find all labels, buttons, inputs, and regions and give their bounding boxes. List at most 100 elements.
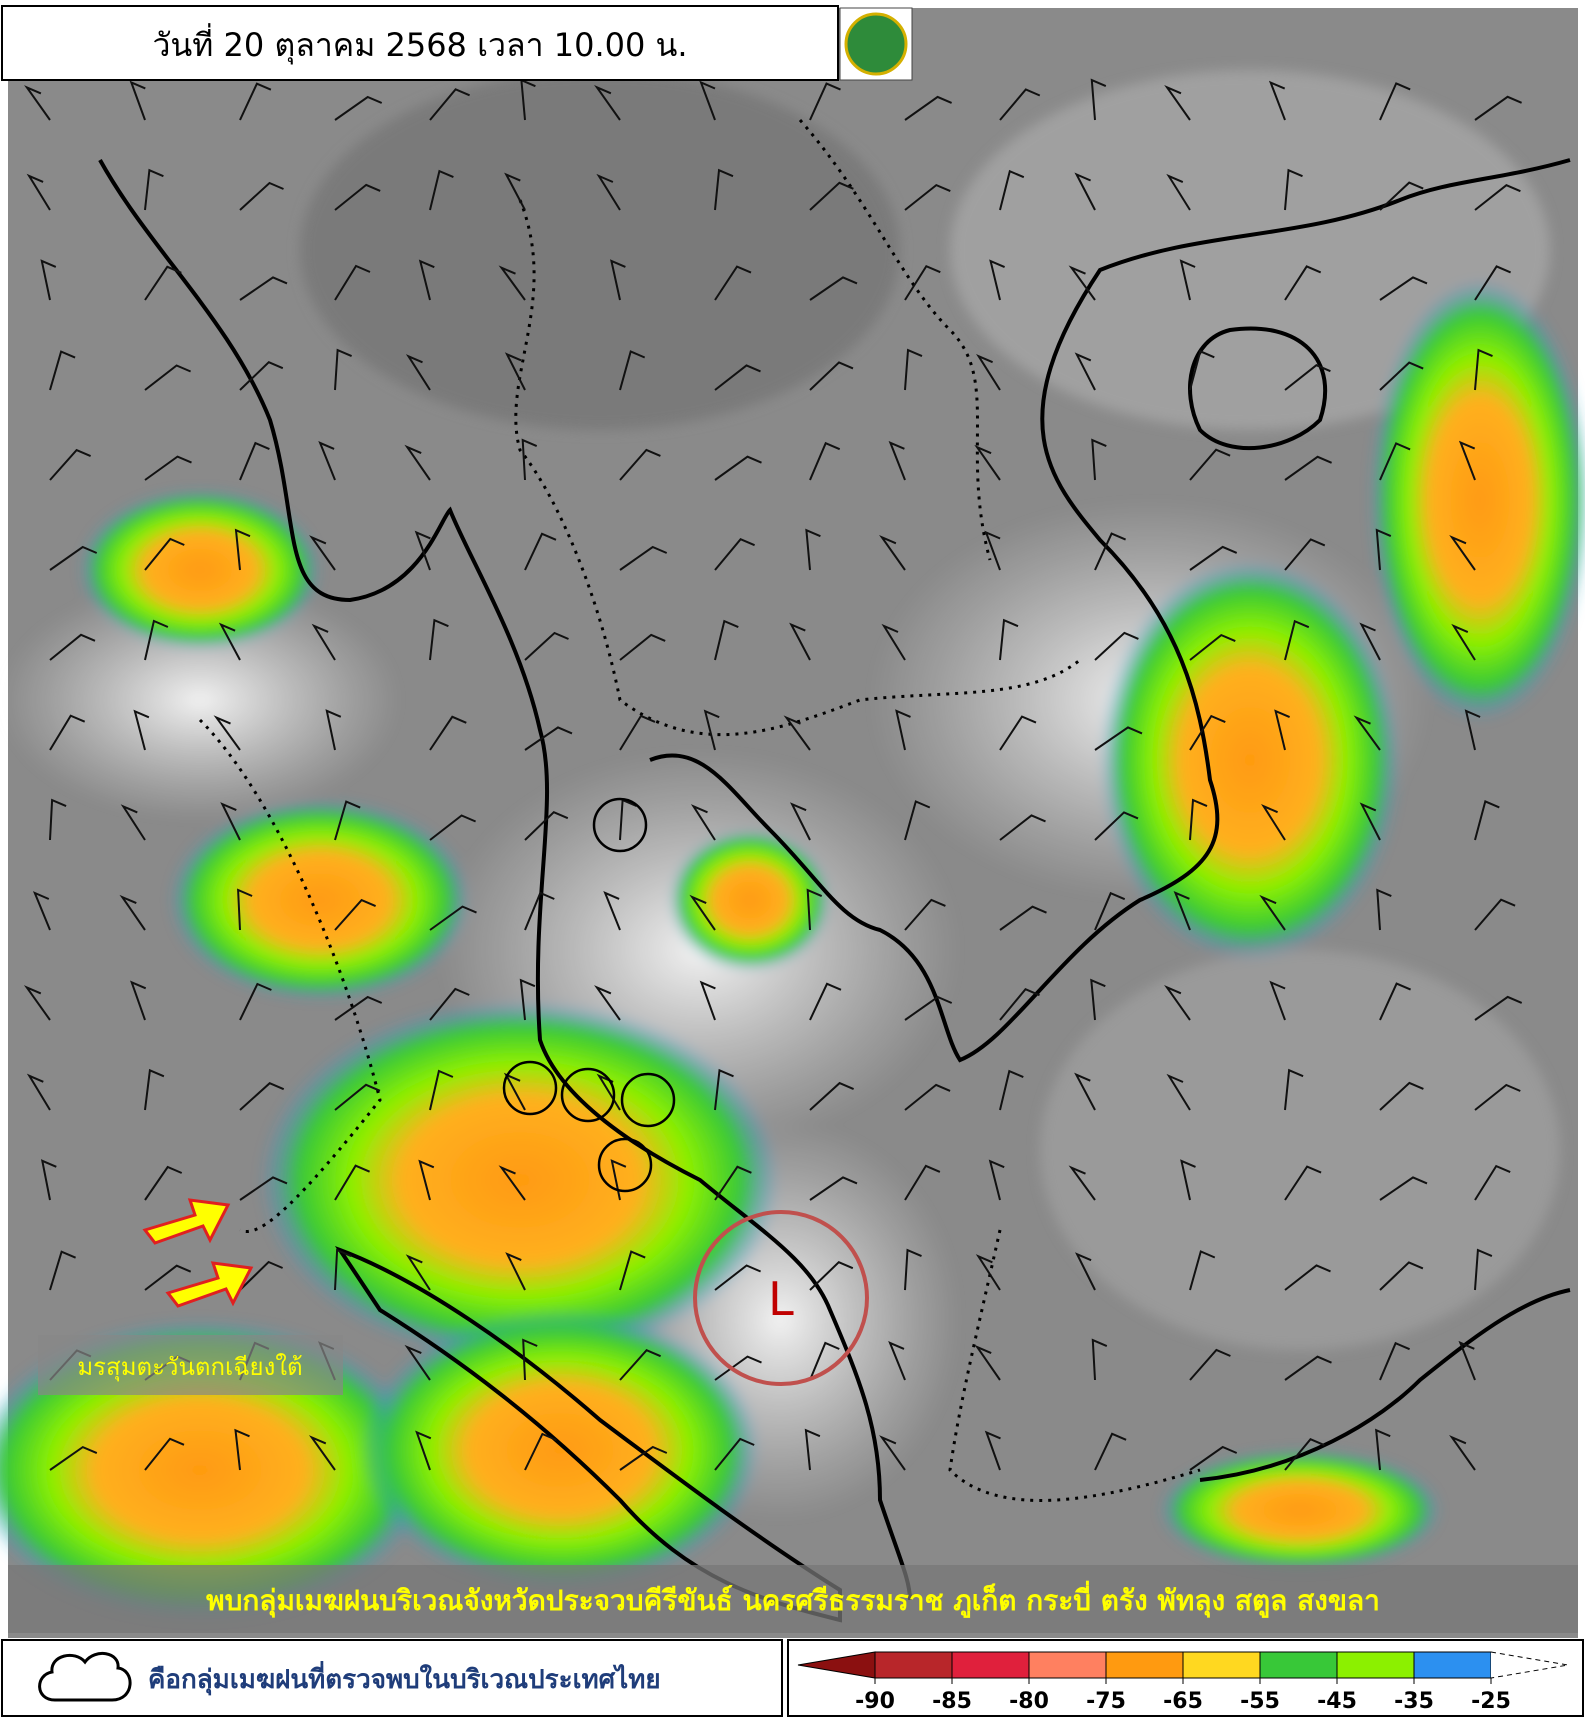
wind-barb [1189,1250,1216,1291]
tick-label: -35 [1394,1689,1434,1714]
banner-text: พบกลุ่มเมฆฝนบริเวณจังหวัดประจวบคีรีขันธ์… [206,1580,1380,1618]
wind-barb [988,1159,1005,1201]
wind-barb [1189,448,1231,481]
wind-barb [40,259,57,301]
low-pressure-circle [693,1210,869,1386]
wind-barb [714,1355,762,1381]
wind-barb [1284,619,1310,661]
wind-barb [1094,631,1139,661]
wind-barb [1379,361,1424,391]
wind-barb [714,537,755,571]
rain-cell-icon [38,1652,132,1702]
wind-barb [610,259,626,301]
wind-barb [405,1254,431,1291]
wind-barb [120,804,146,841]
wind-barb [429,618,449,661]
wind-barb [1284,265,1322,301]
wind-barb [783,715,811,751]
wind-barb [999,618,1019,661]
wind-barb [1068,265,1096,301]
cloud-cover [0,70,1585,1620]
wind-barb [318,441,336,481]
wind-barb [26,173,51,211]
tick-label: -85 [932,1689,972,1714]
wind-barb [984,1430,1001,1471]
wind-barb [1179,259,1196,301]
wind-barb [1284,1437,1325,1471]
wind-barb [888,1341,906,1381]
wind-barb [1094,811,1139,841]
wind-barb [1180,1159,1196,1201]
wind-barb [220,802,241,841]
wind-barb [1074,352,1096,391]
wind-barb [119,894,146,931]
wind-barb [974,444,1001,481]
wind-barb [976,354,1001,391]
color-swatch [1028,1651,1107,1679]
wind-barb [714,455,762,481]
wind-barb [429,987,470,1021]
wind-barb [804,1428,821,1471]
wind-barb [1259,894,1286,931]
wind-barbs [23,78,1523,1471]
wind-barb [239,441,270,481]
wind-barb [239,82,272,121]
wind-barb [989,259,1005,301]
wind-barb [1090,978,1106,1021]
wind-barb [144,1068,165,1111]
wind-barb [308,1435,336,1471]
wind-barb [999,715,1037,751]
wind-barb [404,1344,431,1381]
wind-barb [1458,1340,1476,1381]
wind-barb [603,891,621,931]
wind-barb [1379,442,1411,481]
wind-barb [1284,1355,1332,1381]
wind-barb [218,622,241,661]
wind-barb [49,633,96,661]
wind-barb [809,181,854,211]
logo [844,12,908,76]
wind-barb [619,1348,661,1381]
wind-barb [49,545,98,571]
wind-barb [619,633,666,661]
wind-barb [234,1428,250,1471]
wind-barb [805,528,821,571]
wind-barb [1268,80,1286,121]
color-scale: -90 -85 -80 -75 -65 -55 -45 -35 -25 [797,1651,1569,1714]
wind-barb [904,183,951,211]
wind-barb [619,714,656,751]
wind-barb [1269,980,1286,1021]
wind-barb [904,1164,941,1201]
wind-barb [999,987,1040,1021]
wind-barb [881,623,906,661]
wind-barb [1166,173,1191,211]
wind-barb [239,1176,288,1201]
wind-barb [904,1248,922,1291]
tick-label: -80 [1009,1689,1049,1714]
wind-barb [809,1261,854,1291]
wind-barb [334,1164,370,1201]
wind-barb [429,1069,454,1111]
color-swatch [1336,1651,1415,1679]
tick-label: -75 [1086,1689,1126,1714]
wind-barb [334,800,361,841]
wind-barb [429,905,477,931]
wind-barb [809,82,841,121]
wind-barb [1094,891,1126,931]
color-swatch [1105,1651,1184,1679]
wind-barb [888,440,906,481]
wind-barb [1376,888,1392,931]
wind-barb [429,169,454,211]
legend-box [1,1639,783,1717]
wind-barb [699,980,716,1021]
wind-barb [49,448,91,481]
wind-barb [49,1445,98,1471]
wind-barb [1284,1264,1331,1291]
color-swatch [874,1651,953,1679]
wind-barb [1379,1176,1428,1201]
wind-barb [1284,455,1332,481]
wind-barb [524,811,569,841]
wind-barb [714,619,739,661]
